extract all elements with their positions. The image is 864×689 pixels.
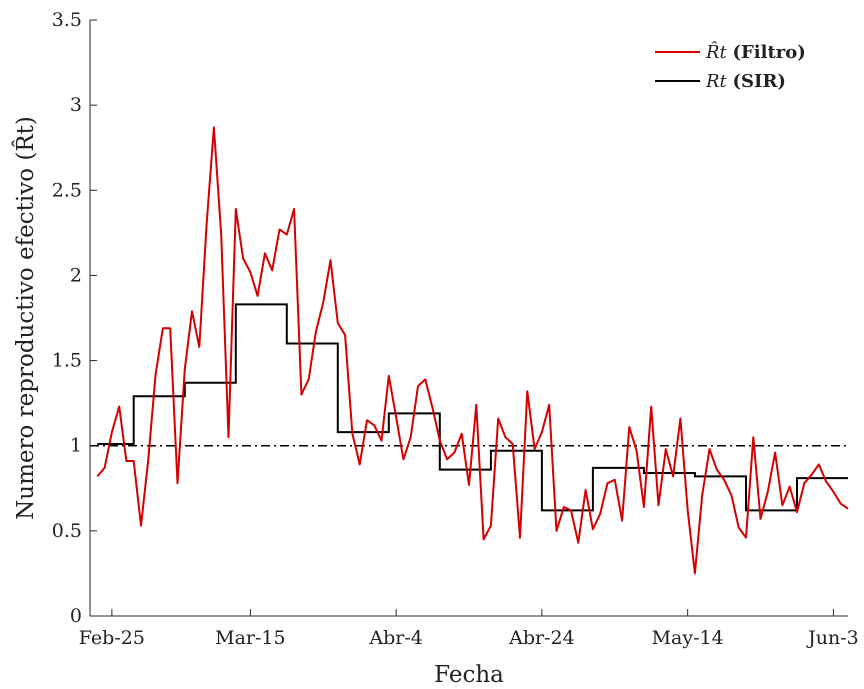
y-tick-label: 1 [70,435,82,457]
y-tick-label: 2 [70,264,82,286]
x-axis-title: Fecha [434,662,504,688]
legend-label: Rt (SIR) [705,71,786,92]
y-tick-label: 1.5 [52,350,82,372]
x-tick-label: Abr-24 [508,627,575,649]
y-tick-label: 2.5 [52,179,82,201]
axes: 0 0.5 1 1.5 2 2.5 3 3.5 Feb-25 Mar-15 Abr-4 Abr-24 M… [52,9,859,649]
x-tick-label: Jun-3 [806,627,859,649]
x-tick-label: May-14 [652,627,724,649]
x-tick-label: Feb-25 [79,627,145,649]
series [90,126,849,575]
x-tick-label: Mar-15 [215,627,285,649]
y-axis-title: Numero reproductivo efectivo (R̂t) [13,116,39,520]
y-tick-label: 0.5 [52,520,82,542]
series-filtro-line [96,126,849,575]
y-tick-label: 3.5 [52,9,82,31]
y-tick-label: 3 [70,94,82,116]
y-tick-label: 0 [70,605,82,627]
series-sir-line [97,303,848,512]
axis-labels: Fecha Numero reproductivo efectivo (R̂t) [13,116,504,688]
legend-label: R̂t (Filtro) [705,41,806,63]
legend: R̂t (Filtro) Rt (SIR) [655,41,806,92]
x-tick-label: Abr-4 [368,627,422,649]
